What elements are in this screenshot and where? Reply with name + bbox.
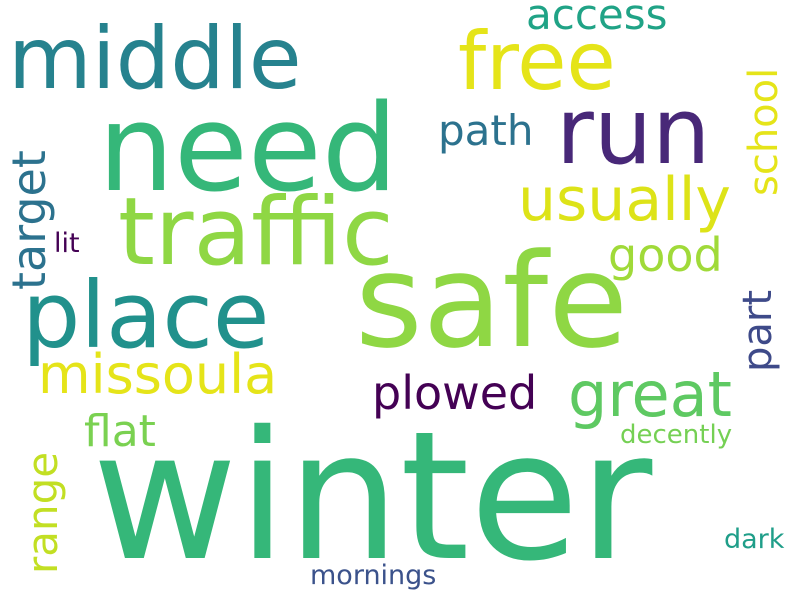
word-missoula: missoula [38,343,278,406]
word-access: access [526,0,668,39]
word-run: run [556,78,711,185]
word-usually: usually [518,165,731,235]
word-mornings: mornings [310,560,437,591]
word-great: great [568,358,732,431]
word-free: free [458,15,616,108]
word-safe: safe [355,225,629,377]
word-place: place [22,262,270,369]
word-path: path [438,106,534,155]
word-plowed: plowed [372,366,538,420]
word-good: good [608,228,723,282]
word-winter: winter [92,393,653,600]
word-traffic: traffic [118,178,394,287]
word-flat: flat [84,406,156,457]
word-need: need [98,80,398,219]
word-lit: lit [54,228,80,259]
word-middle: middle [8,9,302,109]
word-range: range [18,451,67,574]
word-dark: dark [724,524,785,555]
word-decently: decently [620,420,733,450]
word-school: school [741,67,787,196]
word-target: target [2,150,56,290]
word-part: part [735,289,781,372]
